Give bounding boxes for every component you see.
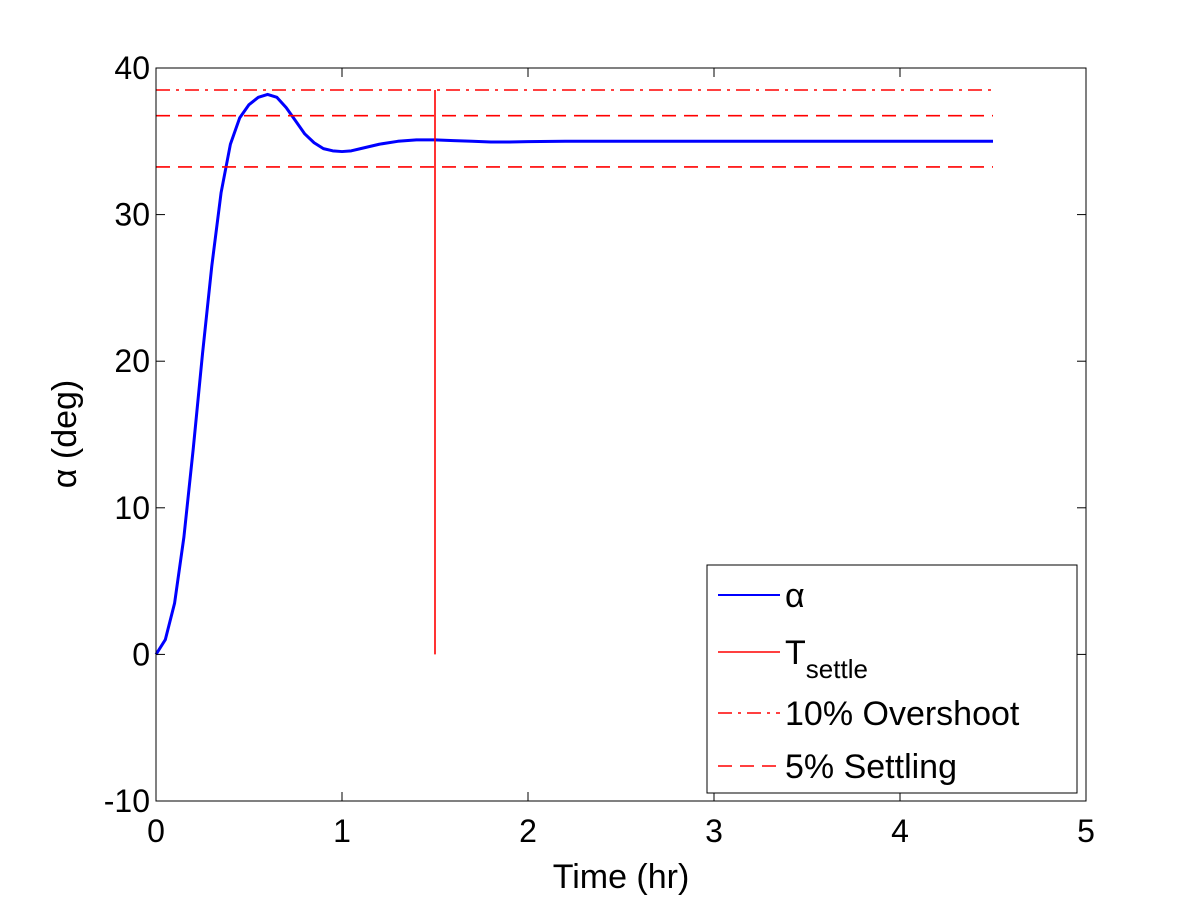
axes-box <box>155 67 1087 802</box>
y-tick-label-5: 40 <box>114 50 150 86</box>
legend-box <box>706 564 1078 794</box>
x-tick-label-3: 3 <box>705 813 723 849</box>
legend-label-2: 10% Overshoot <box>785 695 1020 733</box>
y-axis-label: α (deg) <box>46 380 84 488</box>
legend-label-0: α <box>785 577 805 615</box>
x-axis-label: Time (hr) <box>553 858 690 896</box>
x-tick-label-4: 4 <box>891 813 909 849</box>
y-tick-label-3: 20 <box>114 343 150 379</box>
x-tick-label-0: 0 <box>147 813 165 849</box>
y-tick-label-1: 0 <box>132 636 150 672</box>
legend-label-subscript-1: settle <box>806 654 868 684</box>
y-tick-label-2: 10 <box>114 490 150 526</box>
x-tick-label-5: 5 <box>1077 813 1095 849</box>
y-tick-label-4: 30 <box>114 197 150 233</box>
series-line-0 <box>154 92 993 656</box>
x-tick-label-2: 2 <box>519 813 537 849</box>
legend-label-3: 5% Settling <box>785 748 957 786</box>
x-tick-label-1: 1 <box>333 813 351 849</box>
y-tick-label-0: -10 <box>104 783 150 819</box>
plot-lines <box>154 89 993 656</box>
